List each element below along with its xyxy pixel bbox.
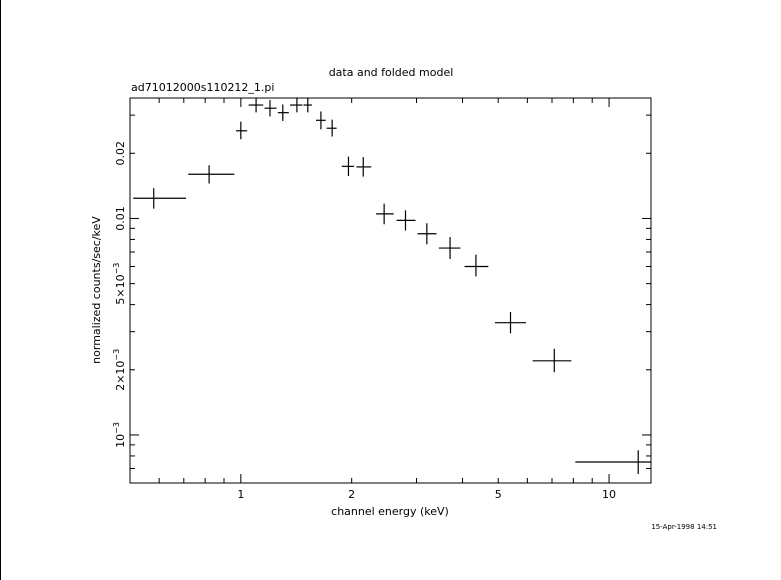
data-point-17 bbox=[464, 254, 489, 277]
data-point-11 bbox=[341, 156, 355, 177]
window-left-edge bbox=[0, 0, 1, 580]
y-tick-label: 5×10−3 bbox=[112, 263, 127, 305]
chart-subtitle: ad71012000s110212_1.pi bbox=[131, 81, 274, 94]
data-point-10 bbox=[326, 119, 337, 137]
data-point-9 bbox=[315, 111, 326, 130]
data-point-13 bbox=[376, 203, 394, 225]
data-point-18 bbox=[494, 311, 527, 334]
data-point-12 bbox=[356, 157, 372, 177]
x-axis-label: channel energy (keV) bbox=[331, 505, 449, 518]
data-point-4 bbox=[248, 97, 264, 113]
y-axis: 10−3 2×10−3 5×10−3 0.01 0.02 bbox=[112, 114, 651, 484]
data-point-14 bbox=[396, 210, 416, 231]
y-tick-label: 0.02 bbox=[114, 141, 127, 166]
data-point-2 bbox=[188, 165, 235, 184]
data-point-6 bbox=[277, 104, 289, 121]
x-tick-label: 10 bbox=[602, 488, 616, 501]
x-tick-label: 2 bbox=[348, 488, 355, 501]
data-point-16 bbox=[438, 237, 461, 259]
x-tick-label: 1 bbox=[237, 488, 244, 501]
y-tick-label: 10−3 bbox=[112, 422, 127, 448]
data-point-1 bbox=[133, 188, 187, 209]
data-point-5 bbox=[264, 100, 277, 117]
data-points bbox=[133, 97, 651, 475]
x-axis: 1 2 5 10 bbox=[129, 98, 616, 501]
data-point-8 bbox=[303, 97, 312, 113]
data-point-19 bbox=[532, 348, 572, 373]
data-point-3 bbox=[235, 121, 248, 140]
data-point-20 bbox=[575, 450, 651, 475]
plot-frame bbox=[129, 97, 652, 484]
y-axis-label: normalized counts/sec/keV bbox=[90, 216, 103, 364]
y-tick-label: 2×10−3 bbox=[112, 349, 127, 391]
y-tick-label: 0.01 bbox=[114, 206, 127, 231]
data-point-7 bbox=[290, 97, 303, 113]
chart-title: data and folded model bbox=[329, 66, 454, 79]
data-point-15 bbox=[417, 223, 437, 245]
x-tick-label: 5 bbox=[495, 488, 502, 501]
timestamp: 15-Apr-1998 14:51 bbox=[651, 523, 717, 531]
